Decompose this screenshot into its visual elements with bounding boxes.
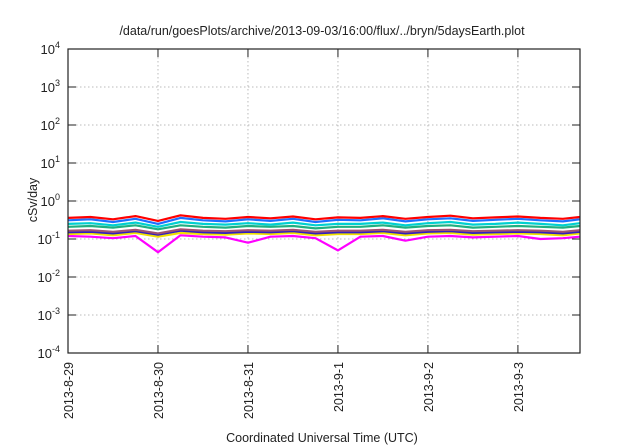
axis-ticks: 104 103 102 101 100 10-1 10-2 10-3 10-42013-8-29… [38, 40, 580, 419]
x-tick-label: 2013-8-30 [152, 362, 166, 419]
line-series-6 [67, 229, 581, 236]
y-tick-label: 103 [41, 78, 60, 95]
line-series-5 [67, 228, 581, 235]
x-tick-label: 2013-9-1 [332, 362, 346, 412]
y-tick-label: 100 [41, 192, 60, 209]
line-series-3 [67, 220, 581, 228]
chart-title: /data/run/goesPlots/archive/2013-09-03/1… [119, 24, 525, 38]
series-lines [67, 214, 581, 254]
line-series-8 [67, 234, 581, 254]
y-tick-label: 10-2 [38, 268, 60, 285]
y-tick-label: 102 [41, 116, 60, 133]
y-tick-label: 104 [41, 40, 60, 57]
x-tick-label: 2013-8-29 [62, 362, 76, 419]
line-series-2 [67, 216, 581, 225]
x-tick-label: 2013-9-2 [422, 362, 436, 412]
y-tick-label: 10-3 [38, 306, 60, 323]
line-series-1 [67, 214, 581, 222]
y-tick-label: 10-4 [38, 344, 60, 361]
line-series-7 [67, 231, 581, 238]
x-axis-label: Coordinated Universal Time (UTC) [226, 431, 418, 445]
x-tick-label: 2013-8-31 [242, 362, 256, 419]
x-tick-label: 2013-9-3 [512, 362, 526, 412]
grid [68, 49, 580, 353]
line-series-4 [67, 224, 581, 231]
y-axis-label: cSv/day [26, 177, 40, 222]
y-tick-label: 101 [41, 154, 60, 171]
y-tick-label: 10-1 [38, 230, 60, 247]
